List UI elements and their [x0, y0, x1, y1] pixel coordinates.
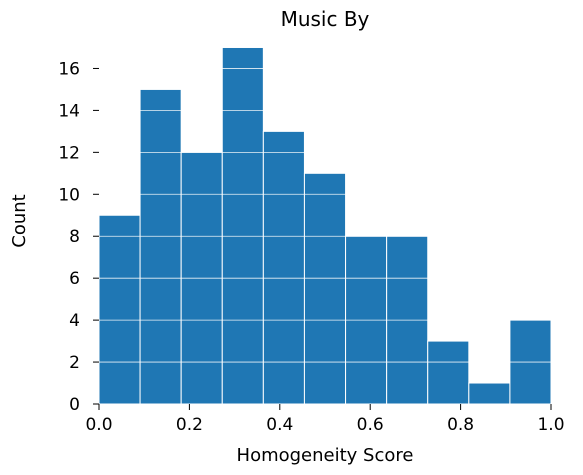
- y-tick-label: 2: [69, 353, 80, 373]
- x-tick-label: 0.2: [176, 415, 203, 435]
- y-axis-label: Count: [9, 194, 30, 247]
- bars-group: [98, 46, 552, 405]
- x-tick-label: 0.0: [85, 415, 112, 435]
- histogram-bar: [139, 88, 182, 405]
- histogram-bar: [427, 340, 470, 405]
- y-tick-label: 4: [69, 311, 80, 331]
- histogram-bar: [221, 46, 264, 405]
- x-axis-label: Homogeneity Score: [237, 445, 414, 466]
- histogram-bar: [468, 382, 511, 405]
- y-tick-label: 0: [69, 395, 80, 415]
- x-tick-label: 0.8: [447, 415, 474, 435]
- y-tick-label: 12: [58, 143, 80, 163]
- histogram-bar: [303, 172, 347, 405]
- y-tick-label: 14: [58, 101, 80, 121]
- y-tick-label: 16: [58, 59, 80, 79]
- x-tick-label: 0.4: [266, 415, 293, 435]
- gridlines-group: [99, 68, 551, 363]
- y-tick-label: 8: [69, 227, 80, 247]
- x-axis: 0.0 0.2 0.4 0.6 0.8 1.0: [85, 404, 565, 435]
- y-tick-label: 6: [69, 269, 80, 289]
- x-tick-label: 0.6: [357, 415, 384, 435]
- y-axis: 0 2 4 6 8 10 12 14 16: [58, 59, 99, 415]
- histogram-bar: [98, 214, 141, 405]
- chart-title: Music By: [281, 7, 370, 31]
- histogram-bar: [262, 130, 305, 405]
- x-tick-label: 1.0: [537, 415, 564, 435]
- y-tick-label: 10: [58, 185, 80, 205]
